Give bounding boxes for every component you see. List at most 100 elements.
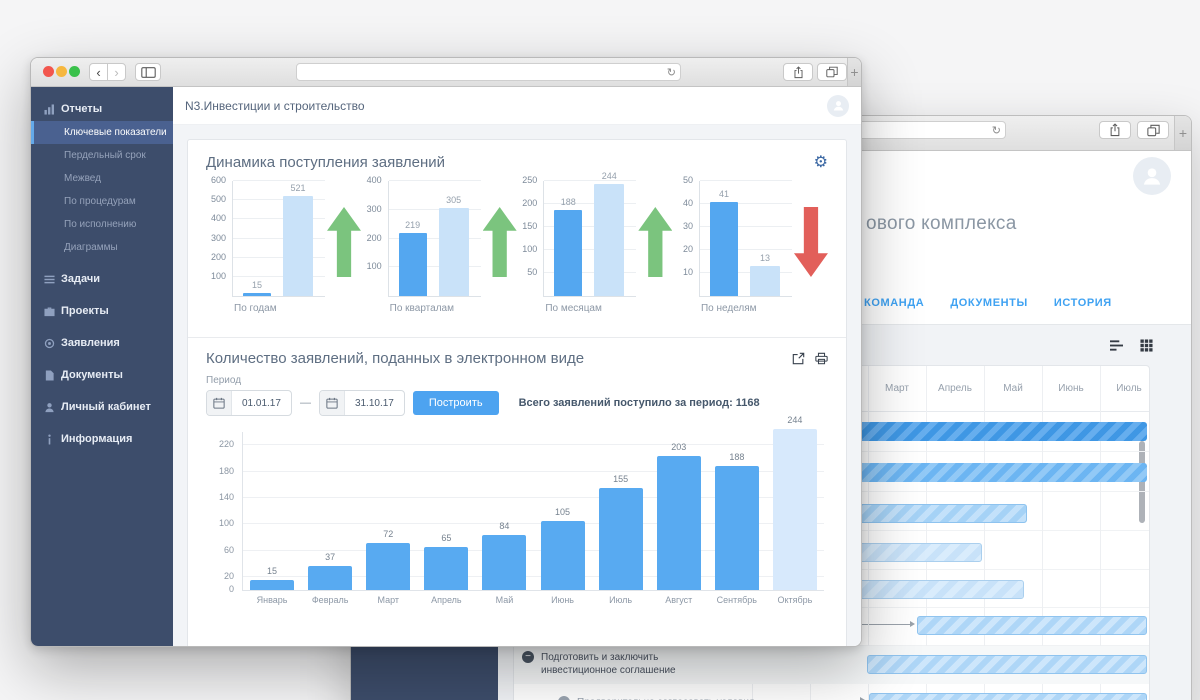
front-browser-window: ‹ › ↻ + Отчеты Ключевые показатели Пердель… <box>30 57 862 647</box>
big-chart-yaxis: 0 20 60 100 140 180 220 <box>218 439 234 594</box>
tab-документы[interactable]: ДОКУМЕНТЫ <box>950 297 1028 309</box>
mini-chart: 10 20 30 40 50 41 13 По неделям <box>673 175 828 327</box>
sidebar-item-label: Ключевые показатели <box>64 127 167 138</box>
trend-up-arrow <box>482 207 517 277</box>
address-bar[interactable]: ↻ <box>296 63 681 81</box>
mini-chart-bar <box>594 183 625 296</box>
sidebar-item[interactable]: По процедурам <box>31 190 173 213</box>
sidebar-item[interactable]: Отчеты <box>31 97 173 121</box>
mini-chart-bar <box>243 293 271 296</box>
print-icon[interactable] <box>815 352 828 365</box>
minimize-window-button[interactable] <box>56 66 67 77</box>
date-to-input[interactable]: 31.10.17 <box>318 390 405 416</box>
dynamics-section-title: Динамика поступления заявлений <box>206 154 446 171</box>
gantt-scrollbar[interactable] <box>1139 441 1145 523</box>
reports-card: Динамика поступления заявлений ⚙ 100 200 3… <box>187 139 847 646</box>
gantt-month-label: Июль <box>1116 383 1142 394</box>
chart-bar <box>424 547 469 590</box>
axis-category-label: Июнь <box>551 595 574 605</box>
bar-value-label: 105 <box>555 506 571 517</box>
gantt-bar <box>869 693 1147 700</box>
sidebar-toggle-button[interactable] <box>135 63 161 81</box>
sidebar-item[interactable]: Документы <box>31 363 173 387</box>
export-icon[interactable] <box>792 352 805 365</box>
period-controls: 01.01.17 — 31.10.17 Построить Всего заяв… <box>206 390 828 416</box>
tabs-overview-button[interactable] <box>1137 121 1169 139</box>
sidebar-item-label: Документы <box>61 369 123 381</box>
grid-view-icon[interactable] <box>1140 339 1153 352</box>
forward-button[interactable]: › <box>107 63 126 81</box>
close-window-button[interactable] <box>43 66 54 77</box>
sidebar-item-label: Личный кабинет <box>61 401 151 413</box>
settings-gear-icon[interactable]: ⚙ <box>813 153 828 171</box>
sidebar-item[interactable]: Ключевые показатели <box>31 121 173 144</box>
date-to-value: 31.10.17 <box>354 397 394 409</box>
mini-chart-xlabel: По неделям <box>700 303 757 314</box>
user-icon <box>44 402 55 413</box>
list-view-icon[interactable] <box>1109 339 1124 352</box>
mini-charts-row: 100 200 300 400 500 600 15 521 По годам 100 200 300… <box>206 171 828 327</box>
mini-chart-xlabel: По годам <box>234 303 277 314</box>
tabs-overview-button[interactable] <box>817 63 847 81</box>
tab-история[interactable]: ИСТОРИЯ <box>1053 297 1112 309</box>
mini-chart-plot: 50 100 150 200 250 188 244 По месяцам <box>517 171 637 327</box>
bar-value-label: 37 <box>325 551 336 562</box>
new-tab-button[interactable]: + <box>1174 116 1191 150</box>
profile-avatar[interactable] <box>1133 157 1171 195</box>
bar-value-label: 244 <box>601 170 617 181</box>
chart-bar <box>656 456 701 590</box>
sidebar-item[interactable]: Диаграммы <box>31 236 173 259</box>
sidebar-item[interactable]: Проекты <box>31 299 173 323</box>
chart-bar <box>250 580 295 590</box>
bar-value-label: 15 <box>251 280 262 291</box>
sidebar-item[interactable]: Личный кабинет <box>31 395 173 419</box>
sidebar-item[interactable]: Межвед <box>31 167 173 190</box>
mini-chart-xlabel: По кварталам <box>389 303 454 314</box>
sidebar-item-label: Диаграммы <box>64 242 118 253</box>
period-total-label: Всего заявлений поступило за период: 116… <box>518 397 760 409</box>
bar-value-label: 203 <box>671 442 687 453</box>
share-button[interactable] <box>1099 121 1131 139</box>
document-icon <box>44 369 55 381</box>
briefcase-icon <box>44 306 55 317</box>
bar-chart-icon <box>44 103 55 115</box>
collapse-icon[interactable]: − <box>522 651 534 663</box>
sidebar-item[interactable]: По исполнению <box>31 213 173 236</box>
date-from-value: 01.01.17 <box>242 397 281 409</box>
mini-chart-yaxis: 100 200 300 400 <box>366 175 382 272</box>
build-button[interactable]: Построить <box>412 391 499 415</box>
zoom-window-button[interactable] <box>69 66 80 77</box>
collapse-icon[interactable]: − <box>558 696 570 700</box>
new-tab-button[interactable]: + <box>847 58 861 86</box>
share-button[interactable] <box>783 63 813 81</box>
reload-icon[interactable]: ↻ <box>991 125 1001 137</box>
axis-category-label: Сентябрь <box>716 595 758 605</box>
bar-value-label: 155 <box>613 473 629 484</box>
gantt-task-row[interactable]: − Подготовить и заключить инвестиционное … <box>522 651 726 677</box>
reload-icon[interactable]: ↻ <box>666 67 676 79</box>
gantt-month-label: Март <box>885 383 909 394</box>
sidebar-item[interactable]: Информация <box>31 427 173 451</box>
bar-value-label: 72 <box>383 528 394 539</box>
sidebar-item[interactable]: Пердельный срок <box>31 144 173 167</box>
bar-value-label: 219 <box>405 220 421 231</box>
chart-bar <box>308 565 353 590</box>
mini-chart-bar <box>438 208 469 296</box>
axis-category-label: Февраль <box>311 595 349 605</box>
back-button[interactable]: ‹ <box>89 63 108 81</box>
calendar-icon[interactable] <box>319 391 345 415</box>
mini-chart-yaxis: 10 20 30 40 50 <box>682 175 693 277</box>
sidebar-item-label: По процедурам <box>64 196 136 207</box>
date-from-input[interactable]: 01.01.17 <box>206 390 292 416</box>
sidebar-item[interactable]: Заявления <box>31 331 173 355</box>
bar-value-label: 188 <box>729 452 745 463</box>
calendar-icon[interactable] <box>207 391 232 415</box>
gantt-task-row[interactable]: − Предварительно согласовать условия <box>558 696 754 700</box>
profile-avatar[interactable] <box>827 94 849 117</box>
sidebar-item[interactable]: Задачи <box>31 267 173 291</box>
axis-category-label: Октябрь <box>777 595 813 605</box>
gantt-dependency-arrow <box>860 697 865 700</box>
tab-команда[interactable]: КОМАНДА <box>864 297 925 309</box>
sidebar-item-label: По исполнению <box>64 219 137 230</box>
